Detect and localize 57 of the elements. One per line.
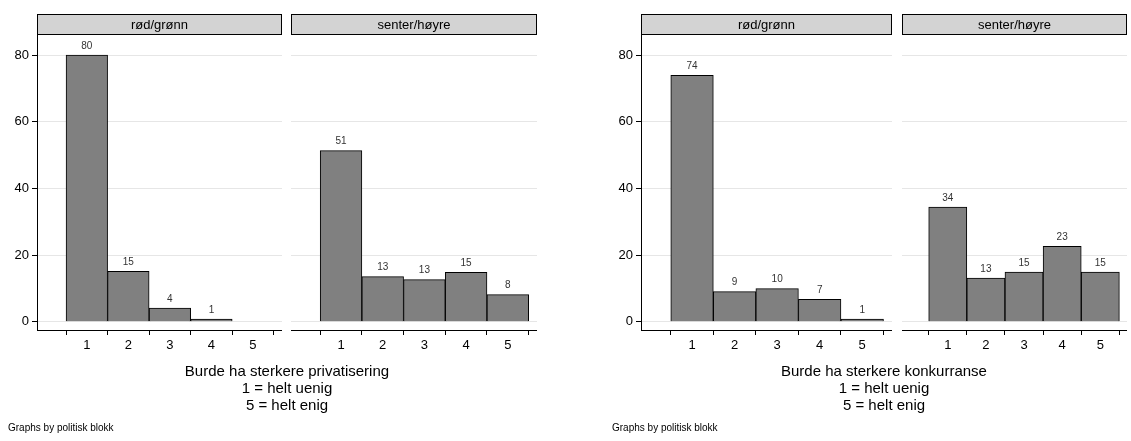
data-label: 15 — [460, 257, 473, 269]
text: Graphs by politisk blokk — [8, 422, 114, 433]
y-tick-label: 80 — [618, 46, 633, 62]
y-tick-label: 40 — [14, 179, 29, 195]
x-tick-label: 4 — [1058, 337, 1066, 353]
x-tick-label: 3 — [1020, 337, 1028, 353]
text: Graphs by politisk blokk — [612, 422, 718, 433]
y-tick-label: 60 — [14, 113, 29, 129]
x-tick-label: 2 — [730, 337, 739, 353]
data-label: 15 — [1018, 256, 1031, 268]
data-label: 7 — [816, 284, 823, 296]
data-label: 51 — [335, 135, 348, 147]
data-label: 23 — [1056, 231, 1069, 243]
x-tick-label: 5 — [858, 337, 866, 353]
x-tick-label: 4 — [207, 337, 216, 353]
x-tick-label: 3 — [773, 337, 781, 353]
data-label: 15 — [122, 256, 135, 268]
data-label: 1 — [208, 303, 215, 315]
y-tick-label: 0 — [21, 313, 29, 329]
x-tick-label: 3 — [166, 337, 174, 353]
x-axis-title: Burde ha sterkere konkurranse 1 = helt uenig 5 = helt enig — [780, 362, 988, 413]
y-tick-label: 0 — [625, 313, 633, 329]
x-tick-label: 3 — [420, 337, 429, 353]
data-label: 1 — [859, 303, 866, 315]
data-label: 74 — [686, 60, 699, 72]
y-tick-label: 20 — [14, 246, 29, 262]
data-label: 34 — [942, 191, 954, 203]
chart-title: rød/grønn — [37, 14, 282, 35]
data-label: 15 — [1094, 256, 1107, 268]
data-label: 13 — [980, 262, 992, 274]
x-tick-label: 2 — [982, 337, 990, 353]
y-tick-label: 40 — [618, 179, 633, 195]
data-label: 9 — [731, 276, 738, 288]
x-tick-label: 2 — [124, 337, 132, 353]
chart-title: senter/høyre — [902, 14, 1127, 35]
data-label: 8 — [505, 279, 512, 291]
x-tick-label: 1 — [688, 337, 696, 353]
data-label: 13 — [377, 261, 389, 273]
x-tick-label: 5 — [504, 337, 512, 353]
y-tick-label: 60 — [618, 113, 633, 129]
x-tick-label: 1 — [337, 337, 345, 353]
x-axis-title: Burde ha sterkere privatisering 1 = helt uenig 5 = helt enig — [183, 362, 391, 413]
data-label: 13 — [418, 264, 431, 276]
x-tick-label: 1 — [83, 337, 91, 353]
data-label: 10 — [771, 273, 784, 285]
chart-title: rød/grønn — [641, 14, 892, 35]
data-label: 80 — [81, 39, 93, 51]
x-tick-label: 5 — [1096, 337, 1104, 353]
chart-title: senter/høyre — [291, 14, 537, 35]
x-tick-label: 4 — [816, 337, 824, 353]
x-tick-label: 2 — [379, 337, 387, 353]
x-tick-label: 5 — [249, 337, 257, 353]
y-tick-label: 80 — [14, 46, 29, 62]
data-label: 4 — [167, 292, 174, 304]
y-tick-label: 20 — [618, 246, 633, 262]
x-tick-label: 4 — [462, 337, 470, 353]
x-tick-label: 1 — [944, 337, 952, 353]
